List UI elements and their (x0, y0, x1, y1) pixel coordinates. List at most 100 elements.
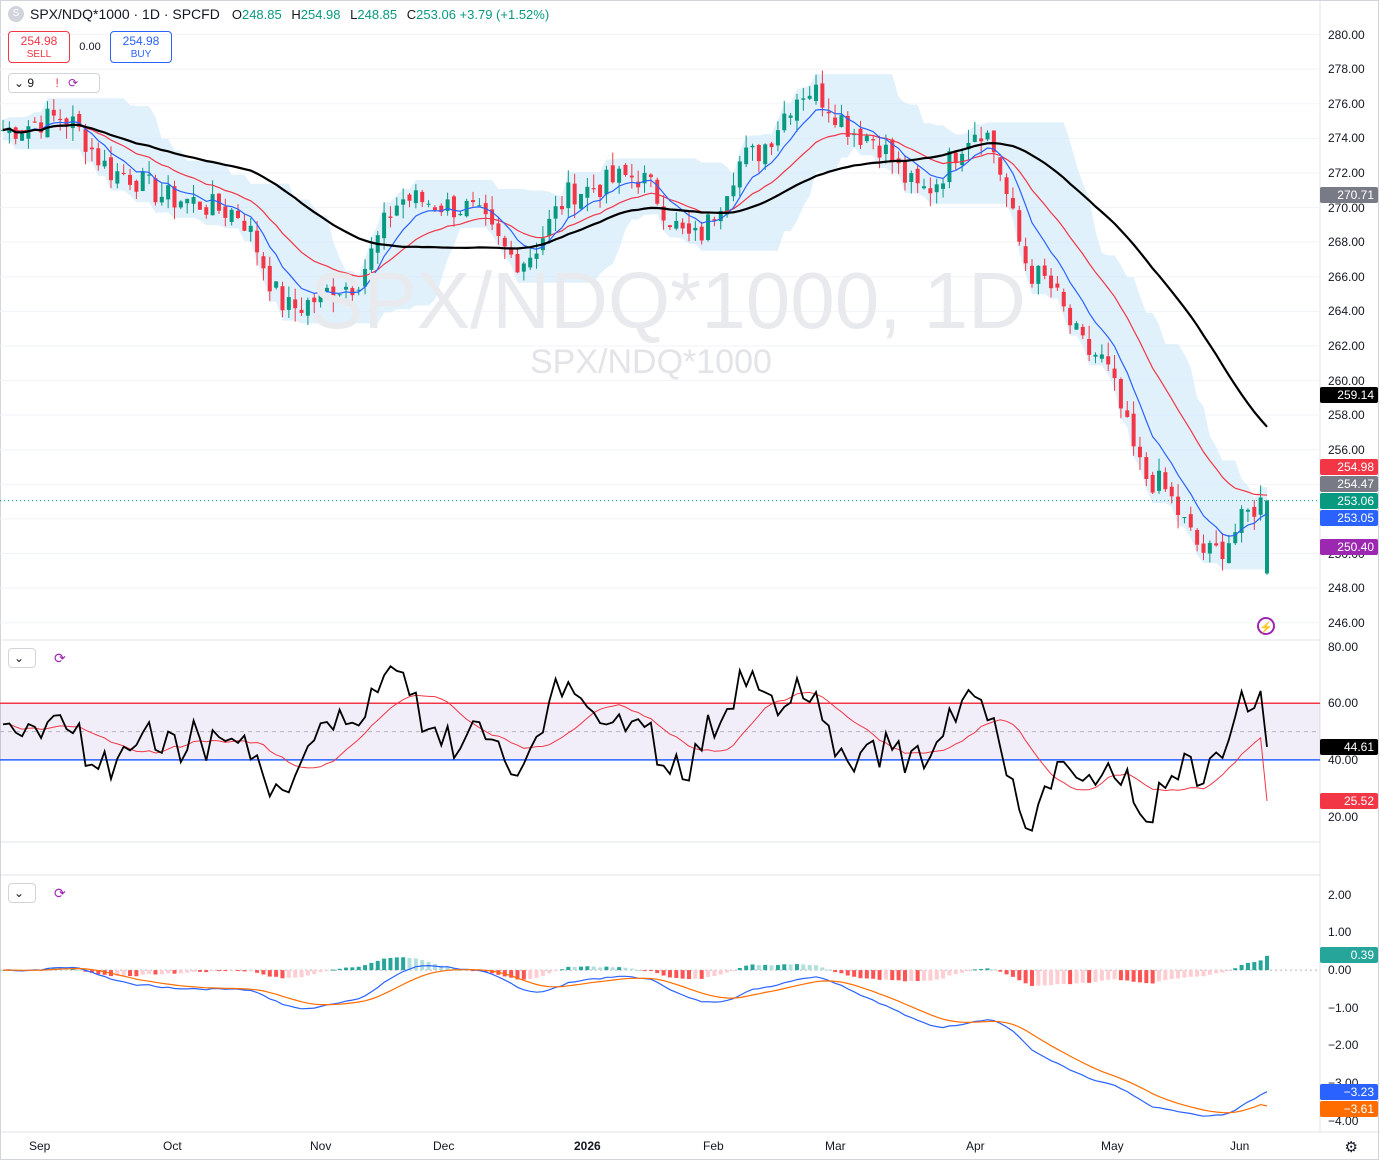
macd-hist-bar (178, 970, 183, 974)
candle-body (153, 178, 158, 203)
price-tick-label: 260.00 (1328, 373, 1365, 388)
candle-body (712, 219, 717, 221)
candle-body (890, 139, 895, 163)
macd-hist-bar (312, 970, 317, 975)
indicators-toggle[interactable]: ⌄ 9 ! ⟳ (8, 73, 100, 93)
macd-line (2, 964, 1268, 1117)
candle-body (737, 161, 742, 188)
macd-hist-bar (140, 970, 145, 975)
macd-hist-bar (883, 970, 888, 980)
macd-hist-bar (223, 970, 228, 972)
macd-hist-bar (1131, 970, 1136, 982)
macd-hist-bar (1004, 970, 1009, 975)
macd-hist-bar (159, 970, 164, 975)
macd-hist-bar (572, 966, 577, 971)
macd-tick-label: −2.00 (1328, 1038, 1359, 1053)
candle-body (1157, 470, 1162, 491)
candle-body (750, 145, 755, 148)
macd-hist-bar (788, 964, 793, 971)
candle-body (1245, 509, 1250, 512)
macd-hist-bar (998, 970, 1003, 972)
macd-hist-bar (191, 970, 196, 972)
lightning-icon[interactable]: ⚡ (1257, 617, 1275, 635)
candle-body (1049, 275, 1054, 289)
macd-hist-bar (166, 970, 171, 974)
price-tick-label: 246.00 (1328, 615, 1365, 630)
macd-hist-bar (1258, 960, 1263, 971)
macd-hist-bar (807, 965, 812, 971)
price-tick-label: 256.00 (1328, 442, 1365, 457)
candle-body (915, 168, 920, 184)
macd-hist-bar (979, 968, 984, 971)
sync-icon[interactable]: ⟳ (68, 76, 79, 90)
candle-body (451, 196, 456, 218)
chart-header: S SPX/NDQ*1000 · 1D · SPCFD O248.85 H254… (8, 6, 549, 22)
macd-hist-bar (1087, 970, 1092, 983)
sell-button[interactable]: 254.98 SELL (8, 31, 70, 63)
candle-body (89, 147, 94, 150)
macd-hist-bar (1068, 970, 1073, 985)
candle-body (70, 116, 75, 129)
gear-icon[interactable]: ⚙ (1344, 1139, 1358, 1156)
macd-hist-bar (553, 970, 558, 972)
candle-body (960, 153, 965, 166)
price-tick-label: 276.00 (1328, 96, 1365, 111)
candle-body (547, 218, 552, 236)
candle-body (902, 160, 907, 183)
rsi-sync-icon[interactable]: ⟳ (54, 650, 66, 666)
alert-icon[interactable]: ! (55, 76, 59, 90)
macd-hist-bar (1125, 970, 1130, 981)
candle-body (1036, 265, 1041, 284)
macd-hist-bar (1245, 962, 1250, 971)
candle-body (718, 210, 723, 222)
macd-hist-bar (706, 970, 711, 977)
x-axis-label: Sep (29, 1139, 51, 1153)
macd-hist-bar (1176, 970, 1181, 979)
x-axis-label: Nov (310, 1139, 332, 1153)
macd-hist-bar (172, 970, 177, 974)
rsi-collapse-button[interactable]: ⌄ (8, 648, 36, 668)
candle-body (788, 115, 793, 118)
candle-body (585, 186, 590, 198)
macd-hist-bar (242, 970, 247, 972)
candle-body (1099, 354, 1104, 359)
candle-body (629, 175, 634, 178)
buy-price: 254.98 (122, 34, 160, 48)
macd-hist-bar (648, 970, 653, 972)
candle-body (1023, 246, 1028, 264)
price-tick-label: 272.00 (1328, 165, 1365, 180)
macd-hist-bar (782, 964, 787, 971)
candle-body (128, 174, 133, 185)
candle-body (58, 118, 63, 121)
candle-body (401, 199, 406, 205)
candle-body (439, 205, 444, 213)
candle-body (191, 197, 196, 204)
macd-hist-bar (401, 957, 406, 971)
candle-body (394, 205, 399, 216)
candle-body (579, 194, 584, 209)
candle-body (775, 130, 780, 146)
candle-body (496, 223, 501, 237)
macd-hist-bar (725, 970, 730, 973)
candle-body (1220, 541, 1225, 560)
macd-hist-bar (737, 967, 742, 971)
macd-hist-bar (1061, 970, 1066, 984)
macd-collapse-button[interactable]: ⌄ (8, 883, 36, 903)
macd-sync-icon[interactable]: ⟳ (54, 885, 66, 901)
macd-hist-bar (528, 970, 533, 979)
macd-histogram (1, 955, 1269, 986)
macd-hist-bar (1118, 970, 1123, 981)
candle-body (998, 157, 1003, 175)
macd-tick-label: −4.00 (1328, 1113, 1359, 1128)
buy-button[interactable]: 254.98 BUY (110, 31, 172, 63)
symbol-title[interactable]: SPX/NDQ*1000 · 1D · SPCFD (30, 6, 220, 22)
price-tick-label: 258.00 (1328, 408, 1365, 423)
rsi-ma-line (2, 691, 1268, 801)
candle-body (655, 179, 660, 204)
macd-hist-bar (636, 970, 641, 972)
candle-body (1252, 506, 1257, 517)
candle-body (515, 253, 520, 273)
trade-panel: 254.98 SELL 0.00 254.98 BUY (8, 31, 172, 63)
